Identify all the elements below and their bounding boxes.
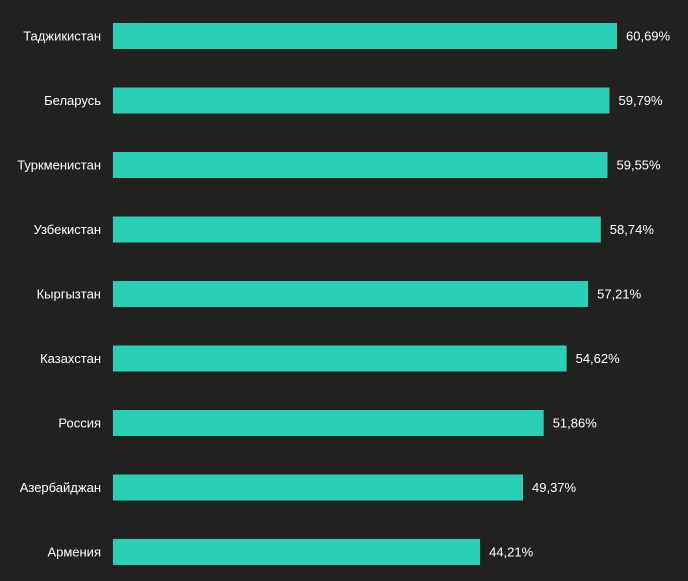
bars-group: Таджикистан 60,69% Беларусь 59,79% Туркменис…	[17, 23, 671, 565]
category-label: Кыргызтан	[37, 287, 101, 302]
value-label: 60,69%	[626, 29, 671, 44]
bar	[113, 410, 544, 436]
value-label: 58,74%	[610, 222, 655, 237]
value-label: 49,37%	[532, 480, 577, 495]
category-label: Таджикистан	[23, 29, 101, 44]
value-label: 59,79%	[619, 93, 664, 108]
value-label: 54,62%	[576, 351, 621, 366]
bar	[113, 152, 608, 178]
category-label: Армения	[47, 545, 101, 560]
value-label: 44,21%	[489, 545, 534, 560]
value-label: 59,55%	[617, 158, 662, 173]
bar	[113, 216, 601, 243]
category-label: Казахстан	[40, 351, 101, 366]
value-label: 51,86%	[553, 416, 598, 431]
value-label: 57,21%	[597, 287, 642, 302]
bar	[113, 23, 617, 49]
category-label: Беларусь	[44, 93, 101, 108]
category-label: Россия	[58, 416, 101, 431]
category-label: Узбекистан	[33, 222, 101, 237]
bar	[113, 345, 567, 372]
bar	[113, 87, 610, 114]
bar	[113, 474, 523, 501]
category-label: Азербайджан	[20, 480, 101, 495]
bar	[113, 539, 481, 565]
category-label: Туркменистан	[17, 158, 101, 173]
bar	[113, 281, 589, 307]
